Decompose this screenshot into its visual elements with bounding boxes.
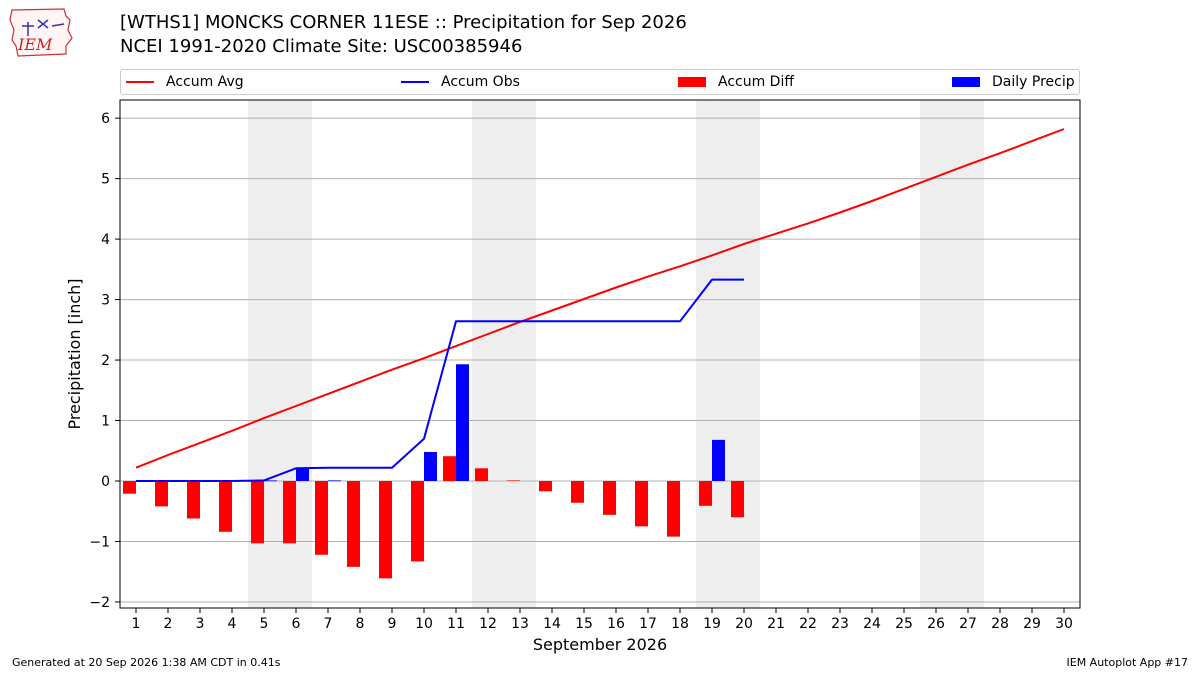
accum-diff-bar-day-10 [411,481,424,562]
y-tick-label--1: −1 [89,534,110,550]
legend-item-accum-obs: Accum Obs [401,70,520,94]
chart-subtitle: NCEI 1991-2020 Climate Site: USC00385946 [120,36,523,57]
daily-precip-bar-day-7 [328,480,341,482]
x-tick-label-22: 22 [799,616,817,632]
accum-diff-bar-day-8 [347,481,360,567]
x-tick-label-6: 6 [292,616,301,632]
y-tick-label-5: 5 [101,172,110,188]
weekend-band-4 [920,100,984,608]
y-tick-label-1: 1 [101,414,110,430]
chart-title: [WTHS1] MONCKS CORNER 11ESE :: Precipita… [120,12,687,33]
accum-avg-line [135,128,1065,469]
svg-text:IEM: IEM [17,35,53,54]
footer-generated: Generated at 20 Sep 2026 1:38 AM CDT in … [12,656,281,669]
y-tick-label-4: 4 [101,232,110,248]
x-tick-label-5: 5 [260,616,269,632]
accum-diff-bar-day-5 [251,481,264,544]
x-tick-label-3: 3 [196,616,205,632]
x-tick-label-11: 11 [447,616,465,632]
x-tick-label-8: 8 [356,616,365,632]
legend-item-accum-avg: Accum Avg [126,70,244,94]
x-tick-label-9: 9 [388,616,397,632]
accum-diff-bar-day-19 [699,481,712,506]
legend-label-accum-avg: Accum Avg [166,74,244,90]
legend-label-accum-obs: Accum Obs [441,74,520,90]
x-tick-label-23: 23 [831,616,849,632]
legend-swatch-accum-obs [401,81,429,83]
x-tick-label-28: 28 [991,616,1009,632]
x-tick-label-16: 16 [607,616,625,632]
accum-diff-bar-day-16 [603,481,616,515]
x-tick-label-2: 2 [164,616,173,632]
accum-diff-bar-day-4 [219,481,232,532]
daily-precip-bar-day-5 [264,480,277,482]
x-axis-label: September 2026 [533,635,667,654]
daily-precip-bar-day-11 [456,364,469,481]
y-tick-label-0: 0 [101,474,110,490]
x-tick-label-24: 24 [863,616,881,632]
daily-precip-bar-day-10 [424,451,437,481]
plot-frame [119,99,1081,609]
legend-item-accum-diff: Accum Diff [678,70,794,94]
x-tick-label-14: 14 [543,616,561,632]
legend-item-daily-precip: Daily Precip [952,70,1075,94]
x-tick-label-25: 25 [895,616,913,632]
x-tick-label-4: 4 [228,616,237,632]
y-tick-label--2: −2 [89,595,110,611]
weekend-band-3 [696,100,760,608]
legend-label-daily-precip: Daily Precip [992,74,1075,90]
accum-diff-bar-day-3 [187,481,200,519]
x-tick-label-29: 29 [1023,616,1041,632]
y-tick-label-6: 6 [101,111,110,127]
y-tick-label-2: 2 [101,353,110,369]
accum-diff-bar-day-2 [155,481,168,507]
accum-diff-bar-day-7 [315,481,328,555]
x-tick-label-21: 21 [767,616,785,632]
accum-diff-bar-day-20 [731,481,744,518]
accum-diff-bar-day-13 [507,480,520,481]
footer-app-id: IEM Autoplot App #17 [1066,656,1189,669]
x-tick-label-30: 30 [1055,616,1073,632]
legend: Accum Avg Accum Obs Accum Diff Daily Pre… [120,69,1080,95]
x-tick-label-20: 20 [735,616,753,632]
legend-swatch-accum-avg [126,81,154,83]
x-tick-label-10: 10 [415,616,433,632]
legend-label-accum-diff: Accum Diff [718,74,795,90]
x-tick-label-19: 19 [703,616,721,632]
accum-obs-line [136,278,744,482]
x-tick-label-12: 12 [479,616,497,632]
x-tick-label-18: 18 [671,616,689,632]
iem-logo: IEM [9,8,73,57]
accum-diff-bar-day-15 [571,481,584,503]
accum-diff-bar-day-17 [635,481,648,527]
x-tick-label-13: 13 [511,616,529,632]
accum-diff-bar-day-12 [475,468,488,481]
y-axis-label: Precipitation [inch] [65,278,84,429]
x-tick-label-27: 27 [959,616,977,632]
x-tick-label-1: 1 [132,616,141,632]
accum-diff-bar-day-14 [539,481,552,492]
y-tick-label-3: 3 [101,293,110,309]
accum-diff-bar-day-6 [283,481,296,544]
x-tick-label-26: 26 [927,616,945,632]
accum-diff-bar-day-1 [123,481,136,494]
legend-swatch-daily-precip [952,77,980,87]
x-tick-label-15: 15 [575,616,593,632]
legend-swatch-accum-diff [678,77,706,87]
daily-precip-bar-day-6 [296,468,309,481]
weekend-band-2 [472,100,536,608]
x-tick-label-7: 7 [324,616,333,632]
accum-diff-bar-day-11 [443,456,456,481]
accum-diff-bar-day-18 [667,481,680,537]
x-tick-label-17: 17 [639,616,657,632]
daily-precip-bar-day-19 [712,439,725,481]
accum-diff-bar-day-9 [379,481,392,579]
